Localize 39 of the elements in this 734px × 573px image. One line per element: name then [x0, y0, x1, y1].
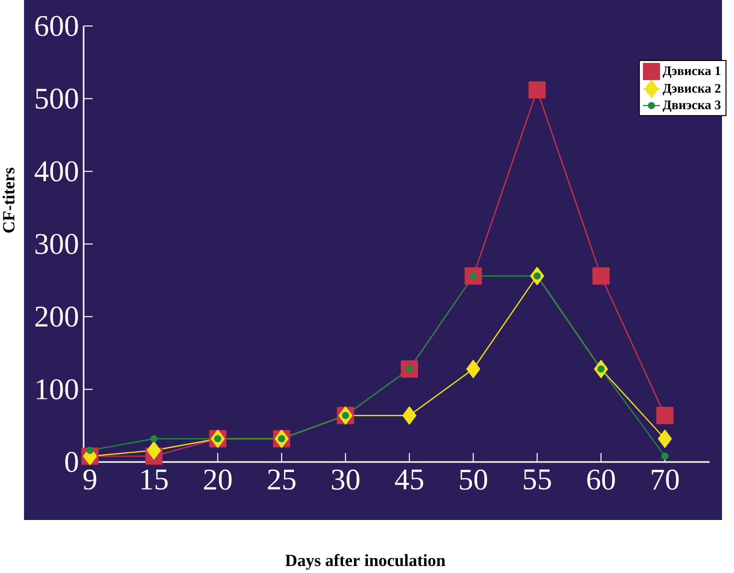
point	[406, 365, 413, 373]
point	[534, 272, 541, 280]
y-tick-label: 600	[35, 16, 78, 36]
x-axis-title: Days after inoculation	[285, 554, 446, 570]
x-tick-label: 30	[332, 470, 360, 490]
y-tick-label: 300	[36, 234, 78, 254]
y-axis-title: CF-titers	[2, 168, 14, 233]
x-tick-label: 9	[83, 470, 96, 490]
x-tick-label: 45	[394, 470, 424, 490]
point	[597, 365, 605, 373]
point	[150, 435, 158, 442]
point	[656, 406, 674, 424]
point	[278, 435, 286, 442]
legend-label: Двиэска 3	[662, 100, 721, 112]
y-tick-label: 0	[65, 452, 78, 472]
x-tick-label: 25	[268, 470, 296, 490]
x-tick-label: 60	[587, 470, 615, 490]
legend-label: Дэвиска 1	[662, 66, 720, 78]
point	[470, 272, 477, 280]
point	[466, 360, 480, 378]
y-tick-label: 400	[34, 161, 78, 182]
point	[402, 406, 416, 425]
point	[146, 441, 161, 460]
point	[592, 267, 610, 285]
y-tick-label: 200	[35, 306, 78, 327]
point	[214, 435, 222, 442]
point	[658, 430, 672, 448]
y-tick-label: 500	[36, 88, 78, 109]
point	[86, 446, 94, 454]
x-tick-label: 15	[142, 470, 168, 490]
y-tick-label: 100	[36, 379, 78, 400]
point	[661, 452, 668, 460]
x-tick-label: 55	[524, 470, 551, 490]
x-tick-label: 50	[460, 470, 488, 490]
point	[528, 81, 546, 99]
x-tick-label: 70	[652, 470, 679, 490]
x-tick-label: 20	[204, 470, 232, 490]
legend-label: Дэвиска 2	[662, 84, 720, 96]
point	[342, 412, 350, 420]
